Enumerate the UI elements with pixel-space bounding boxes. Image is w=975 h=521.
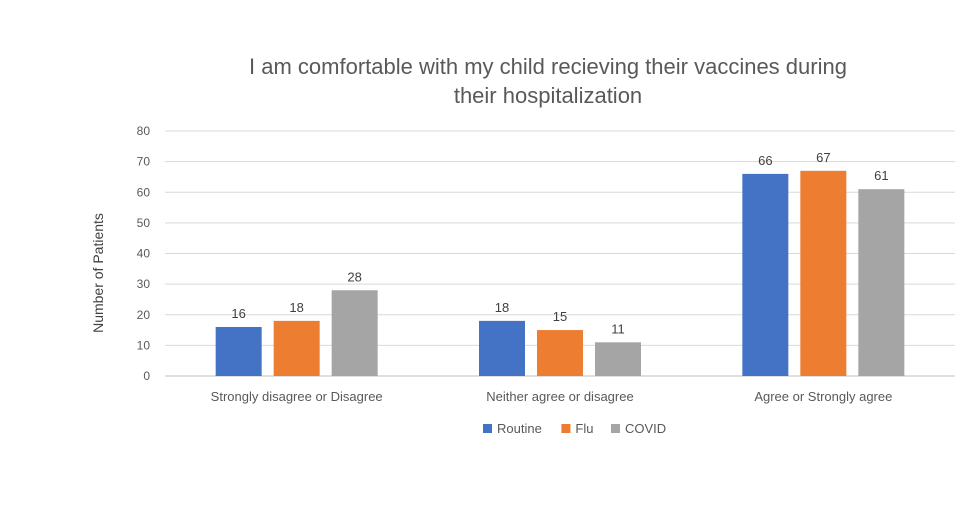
x-category-label: Neither agree or disagree (486, 389, 633, 404)
y-tick-label: 70 (137, 155, 151, 169)
y-tick-label: 0 (143, 369, 150, 383)
bar-covid-1 (331, 290, 378, 376)
x-axis-labels: Strongly disagree or Disagree Neither agr… (211, 389, 893, 404)
legend: Routine Flu COVID (483, 421, 666, 436)
chart-title-line-2: their hospitalization (454, 83, 642, 108)
bar-flu-3 (800, 170, 847, 376)
y-tick-label: 80 (137, 124, 151, 138)
legend-label: COVID (625, 421, 666, 436)
y-tick-label: 40 (137, 247, 151, 261)
legend-swatch-covid (611, 424, 620, 433)
x-category-label: Strongly disagree or Disagree (211, 389, 383, 404)
data-label: 11 (611, 321, 625, 336)
legend-label: Flu (575, 421, 593, 436)
data-label: 16 (231, 306, 245, 321)
data-label: 61 (874, 168, 888, 183)
data-label: 66 (758, 153, 772, 168)
y-tick-label: 60 (137, 185, 151, 199)
bar-covid-3 (858, 189, 905, 376)
y-axis-ticks: 0 10 20 30 40 50 60 70 80 (137, 124, 151, 383)
legend-label: Routine (497, 421, 542, 436)
bar-routine-3 (742, 173, 789, 376)
bar-routine-2 (479, 320, 525, 376)
legend-swatch-routine (483, 424, 492, 433)
bar-routine-1 (215, 327, 262, 376)
chart-title: I am comfortable with my child recieving… (249, 54, 847, 108)
bar-flu-2 (537, 330, 583, 376)
bar-covid-2 (595, 342, 641, 376)
data-label: 67 (816, 150, 830, 165)
data-label: 15 (553, 309, 567, 324)
bar-flu-1 (273, 320, 320, 376)
y-axis-title: Number of Patients (90, 213, 106, 333)
y-tick-label: 50 (137, 216, 151, 230)
y-tick-label: 10 (137, 338, 151, 352)
data-labels: 16 18 28 18 15 11 66 67 61 (231, 150, 888, 337)
data-label: 28 (347, 269, 361, 284)
data-label: 18 (289, 300, 303, 315)
chart-title-line-1: I am comfortable with my child recieving… (249, 54, 847, 79)
y-tick-label: 20 (137, 308, 151, 322)
data-label: 18 (495, 300, 509, 315)
x-category-label: Agree or Strongly agree (754, 389, 892, 404)
bars (215, 170, 905, 376)
legend-swatch-flu (561, 424, 571, 433)
y-tick-label: 30 (137, 277, 151, 291)
